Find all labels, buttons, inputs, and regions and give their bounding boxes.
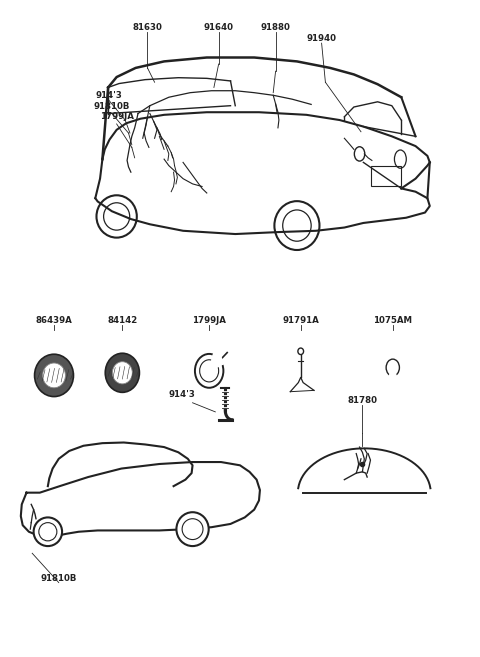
Ellipse shape [105, 353, 139, 392]
Text: 81630: 81630 [132, 23, 162, 32]
Ellipse shape [35, 354, 73, 397]
Text: 81780: 81780 [348, 396, 377, 405]
Text: 1075AM: 1075AM [373, 315, 412, 325]
Wedge shape [389, 367, 396, 377]
Wedge shape [209, 351, 223, 371]
Text: 91880: 91880 [261, 23, 290, 32]
Text: 91810B: 91810B [94, 102, 130, 111]
Text: 1799JA: 1799JA [100, 112, 133, 122]
Ellipse shape [112, 362, 132, 384]
Text: 91940: 91940 [307, 34, 336, 43]
Wedge shape [209, 351, 223, 371]
Text: 86439A: 86439A [36, 315, 72, 325]
Text: 84142: 84142 [107, 315, 137, 325]
Ellipse shape [34, 518, 62, 546]
Text: 914'3: 914'3 [168, 390, 195, 399]
Ellipse shape [43, 363, 65, 388]
Text: 91791A: 91791A [282, 315, 319, 325]
Text: 914'3: 914'3 [96, 91, 122, 101]
Ellipse shape [177, 512, 209, 546]
Text: 1799JA: 1799JA [192, 315, 226, 325]
Text: 91640: 91640 [204, 23, 234, 32]
Text: 91810B: 91810B [41, 574, 77, 583]
